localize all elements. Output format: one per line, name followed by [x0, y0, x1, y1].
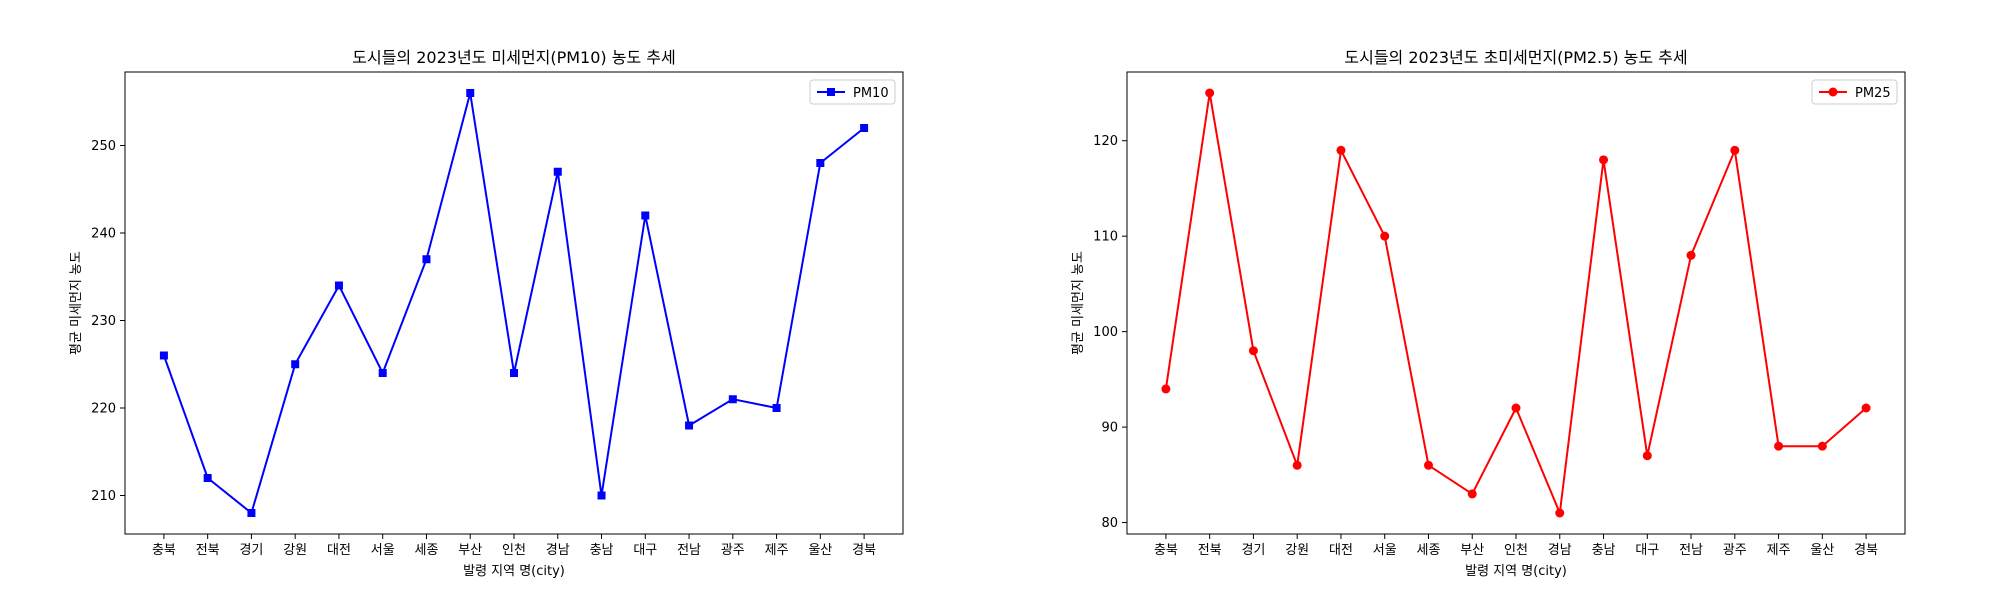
x-tick-label: 경북 [852, 543, 876, 558]
data-point [1861, 403, 1871, 413]
x-tick-label: 인천 [502, 543, 526, 558]
x-tick-label: 경기 [1241, 543, 1265, 558]
y-tick-label: 80 [1101, 516, 1118, 531]
x-tick-label: 부산 [1460, 543, 1484, 558]
data-point [860, 124, 869, 132]
y-axis-label: 평균 미세먼지 농도 [1071, 251, 1086, 355]
data-point [1511, 403, 1521, 413]
chart-title: 도시들의 2023년도 초미세먼지(PM2.5) 농도 추세 [1344, 48, 1687, 67]
data-point [1161, 384, 1171, 394]
x-tick-label: 제주 [1767, 543, 1791, 558]
y-tick-label: 240 [91, 227, 116, 242]
x-tick-label: 충북 [152, 543, 176, 558]
x-tick-label: 세종 [415, 543, 439, 558]
x-tick-label: 서울 [371, 543, 395, 558]
x-tick-label: 경북 [1854, 543, 1878, 558]
data-point [1423, 460, 1433, 470]
y-tick-label: 250 [91, 139, 116, 154]
y-tick-label: 100 [1093, 325, 1118, 340]
x-tick-label: 대전 [327, 543, 351, 558]
y-tick-label: 120 [1093, 134, 1118, 149]
data-point [1555, 508, 1565, 518]
x-tick-label: 충남 [1592, 543, 1616, 558]
data-point [1248, 346, 1258, 356]
x-tick-label: 충남 [590, 543, 614, 558]
data-point [422, 255, 431, 264]
x-tick-label: 전북 [196, 543, 220, 558]
data-point [728, 395, 737, 404]
data-point [1467, 489, 1477, 499]
x-tick-label: 경기 [239, 543, 263, 558]
x-tick-label: 인천 [1504, 543, 1528, 558]
data-point [1730, 145, 1740, 155]
x-tick-label: 울산 [808, 543, 832, 558]
y-tick-label: 220 [91, 402, 116, 417]
legend-marker [1828, 87, 1838, 97]
data-point [1380, 231, 1390, 241]
x-tick-label: 대구 [633, 543, 657, 558]
data-point [1336, 145, 1346, 155]
data-point [816, 159, 825, 167]
y-tick-label: 90 [1101, 421, 1118, 436]
data-point [334, 281, 343, 290]
data-point [1817, 441, 1827, 451]
y-tick-label: 110 [1093, 230, 1118, 245]
data-point [641, 211, 650, 220]
series-line-pm25 [1164, 92, 1867, 517]
y-tick-label: 230 [91, 314, 116, 329]
data-point [685, 421, 694, 430]
data-point [291, 360, 300, 369]
x-tick-label: 전남 [677, 543, 701, 558]
x-tick-label: 광주 [721, 543, 745, 558]
data-point [203, 474, 212, 482]
legend: PM25 [1811, 79, 1898, 105]
x-tick-label: 강원 [283, 543, 307, 558]
x-tick-label: 경남 [546, 543, 570, 558]
data-point [772, 404, 781, 412]
x-tick-label: 서울 [1373, 543, 1397, 558]
x-tick-label: 광주 [1723, 543, 1747, 558]
x-tick-label: 부산 [458, 543, 482, 558]
plot-area [1126, 71, 1906, 535]
x-tick-label: 제주 [765, 543, 789, 558]
chart-title: 도시들의 2023년도 미세먼지(PM10) 농도 추세 [352, 48, 675, 67]
pm25-chart: 도시들의 2023년도 초미세먼지(PM2.5) 농도 추세 발령 지역 명(c… [1071, 48, 1906, 579]
x-tick-label: 울산 [1810, 543, 1834, 558]
y-tick-label: 210 [91, 489, 116, 504]
data-point [1774, 441, 1784, 451]
legend-label: PM25 [1855, 86, 1891, 101]
data-point [510, 369, 518, 377]
x-tick-label: 세종 [1417, 543, 1441, 558]
series-line-pm10 [162, 92, 865, 515]
data-point [466, 89, 475, 97]
x-tick-label: 대전 [1329, 543, 1353, 558]
x-tick-label: 전북 [1198, 543, 1222, 558]
x-axis-label: 발령 지역 명(city) [463, 564, 565, 579]
data-point [1642, 451, 1652, 461]
y-axis-label: 평균 미세먼지 농도 [69, 251, 84, 355]
data-point [1205, 88, 1215, 98]
data-point [159, 351, 168, 360]
x-tick-label: 경남 [1548, 543, 1572, 558]
legend-label: PM10 [853, 86, 889, 101]
legend: PM10 [809, 79, 896, 105]
data-point [553, 167, 562, 176]
data-point [1599, 155, 1609, 165]
x-tick-label: 충북 [1154, 543, 1178, 558]
x-axis-label: 발령 지역 명(city) [1465, 564, 1567, 579]
x-tick-label: 대구 [1635, 543, 1659, 558]
pm10-chart: 도시들의 2023년도 미세먼지(PM10) 농도 추세 발령 지역 명(cit… [69, 48, 904, 579]
data-point [1686, 250, 1696, 260]
x-tick-label: 강원 [1285, 543, 1309, 558]
plot-area [124, 71, 904, 535]
data-point [247, 509, 256, 517]
data-point [597, 491, 606, 500]
data-point [1292, 460, 1302, 470]
data-point [378, 369, 387, 377]
legend-marker [827, 88, 835, 96]
x-tick-label: 전남 [1679, 543, 1703, 558]
